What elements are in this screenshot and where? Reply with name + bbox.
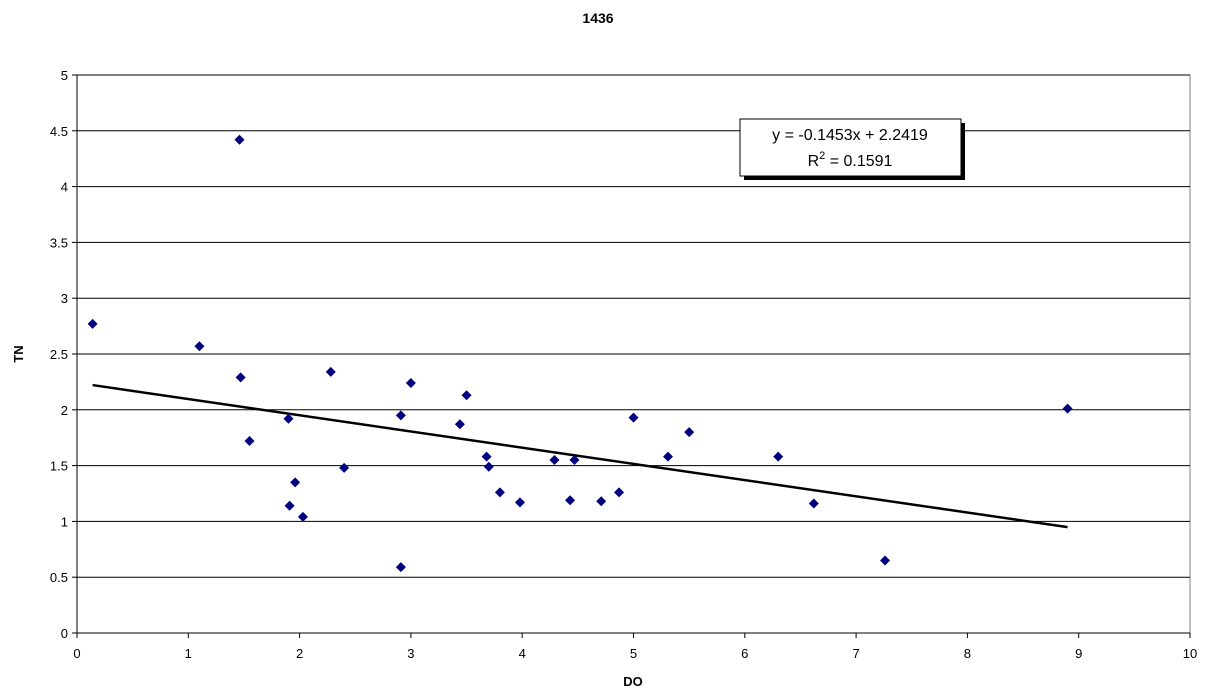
data-point [773,451,784,462]
equation-box-frame [739,118,962,177]
x-tick-label: 1 [185,646,192,661]
data-point [234,134,245,145]
data-point [244,436,255,447]
data-point [596,496,607,507]
trendline-equation: y = -0.1453x + 2.2419 [772,127,928,144]
x-tick-label: 7 [852,646,859,661]
r-squared-superscript: 2 [819,150,825,162]
data-point [880,555,891,566]
gridlines [72,74,1190,634]
x-tick-label: 8 [964,646,971,661]
y-tick-label: 3 [61,291,68,306]
data-point [194,341,205,352]
y-tick-label: 2 [61,403,68,418]
data-point [461,390,472,401]
data-point [395,562,406,573]
y-tick-label: 0.5 [50,570,68,585]
y-tick-label: 4 [61,180,68,195]
chart-title: 1436 [582,10,613,26]
x-tick-label: 2 [296,646,303,661]
data-point [808,498,819,509]
axes [76,75,1191,638]
x-tick-label: 10 [1183,646,1197,661]
data-point [325,366,336,377]
data-point [87,318,98,329]
y-tick-label: 5 [61,68,68,83]
x-tick-label: 4 [519,646,526,661]
trendline-group [92,383,1068,529]
data-point [283,413,294,424]
data-point [514,497,525,508]
data-point [405,378,416,389]
data-point [565,495,576,506]
x-tick-label: 5 [630,646,637,661]
data-point [663,451,674,462]
data-point [395,410,406,421]
data-point [569,455,580,466]
data-point [454,419,465,430]
data-point [284,500,295,511]
x-tick-label: 0 [73,646,80,661]
data-point [483,461,494,472]
data-point [1062,403,1073,414]
data-point [481,451,492,462]
r-squared-value: = 0.1591 [825,153,892,170]
trendline [92,383,1068,529]
data-point [290,477,301,488]
y-tick-label: 2.5 [50,347,68,362]
x-tick-label: 6 [741,646,748,661]
data-point [339,462,350,473]
data-point [614,487,625,498]
x-tick-label: 3 [407,646,414,661]
y-tick-label: 4.5 [50,124,68,139]
x-axis-title: DO [623,674,643,689]
y-tick-label: 3.5 [50,235,68,250]
y-tick-label: 0 [61,626,68,641]
data-points [87,134,1073,573]
y-tick-labels: 0 0.5 1 1.5 2 2.5 3 3.5 4 4.5 5 [50,68,68,641]
y-tick-label: 1 [61,514,68,529]
r-squared-symbol: R [808,153,820,170]
data-point [549,455,560,466]
r-squared-label: R2 = 0.1591 [808,150,893,170]
equation-box: y = -0.1453x + 2.2419 R2 = 0.1591 [739,118,965,180]
y-axis-title: TN [11,345,26,362]
data-point [297,511,308,522]
x-tick-label: 9 [1075,646,1082,661]
data-point [235,372,246,383]
data-point [494,487,505,498]
y-tick-label: 1.5 [50,459,68,474]
data-point [684,427,695,438]
x-tick-labels: 0 1 2 3 4 5 6 7 8 9 10 [73,646,1197,661]
data-point [628,412,639,423]
